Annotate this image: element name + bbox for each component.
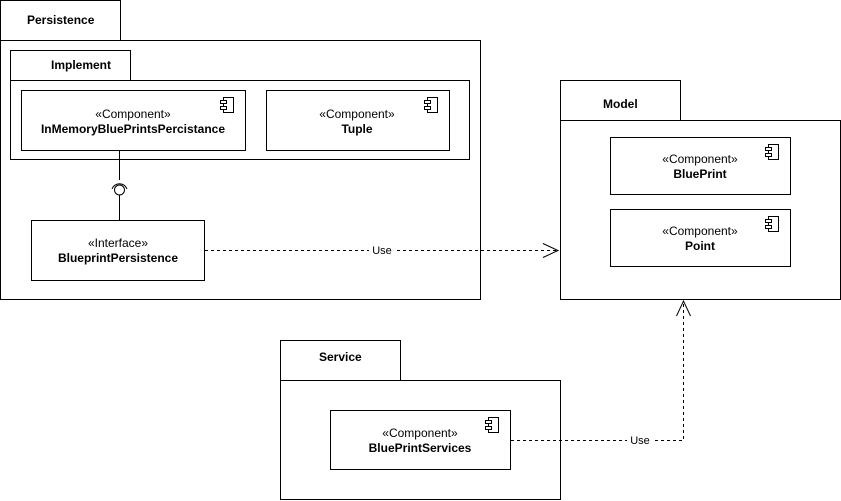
package-implement-tab: [10, 50, 131, 81]
package-model-tab: [560, 80, 681, 121]
dependency-label-bg: [627, 433, 653, 447]
interface-name: BlueprintPersistence: [58, 251, 178, 265]
component-name: BluePrint: [673, 167, 726, 181]
component-box: [330, 410, 511, 470]
dependency-arrowhead: [542, 243, 560, 258]
package-model-title: Model: [603, 97, 638, 111]
component-icon: [765, 144, 779, 160]
package-persistence-tab: [0, 0, 121, 41]
package-persistence-title: Persistence: [27, 13, 95, 27]
component-stereotype: «Component»: [662, 224, 738, 238]
required-interface-socket: [111, 183, 128, 190]
component-box: [21, 90, 246, 151]
component-stereotype: «Component»: [382, 426, 458, 440]
component-stereotype: «Component»: [95, 107, 171, 121]
dependency-line: [511, 302, 684, 441]
component-in-memory-blueprints-percistance[interactable]: «Component» InMemoryBluePrintsPercistanc…: [21, 90, 246, 151]
dependency-label: Use: [630, 435, 650, 447]
component-icon: [220, 97, 234, 113]
dependency-label: Use: [372, 245, 392, 257]
component-box: [610, 137, 791, 195]
component-icon: [424, 97, 438, 113]
interface-connector: [111, 151, 128, 220]
package-implement-title: Implement: [51, 58, 111, 72]
interface-box: [31, 220, 205, 281]
dependency-arrowhead: [676, 299, 691, 317]
component-stereotype: «Component»: [319, 107, 395, 121]
component-name: BluePrintServices: [369, 441, 472, 455]
package-service-tab: [280, 340, 401, 381]
interface-stereotype: «Interface»: [88, 236, 148, 250]
component-tuple[interactable]: «Component» Tuple: [266, 90, 450, 151]
component-stereotype: «Component»: [662, 152, 738, 166]
component-name: Point: [685, 239, 715, 253]
component-name: Tuple: [341, 122, 372, 136]
component-point[interactable]: «Component» Point: [610, 209, 791, 267]
component-blueprint-services[interactable]: «Component» BluePrintServices: [330, 410, 511, 470]
dependency-persistence-to-model[interactable]: Use: [205, 243, 560, 258]
provided-interface-ball: [114, 184, 125, 196]
component-box: [266, 90, 450, 151]
dependency-label-bg: [369, 243, 395, 257]
dependency-service-to-model[interactable]: Use: [511, 299, 691, 447]
component-name: InMemoryBluePrintsPercistance: [41, 122, 225, 136]
interface-blueprint-persistence[interactable]: «Interface» BlueprintPersistence: [31, 220, 205, 281]
component-icon: [485, 417, 499, 433]
component-blueprint[interactable]: «Component» BluePrint: [610, 137, 791, 195]
package-service-title: Service: [319, 350, 362, 364]
component-icon: [765, 216, 779, 232]
component-box: [610, 209, 791, 267]
